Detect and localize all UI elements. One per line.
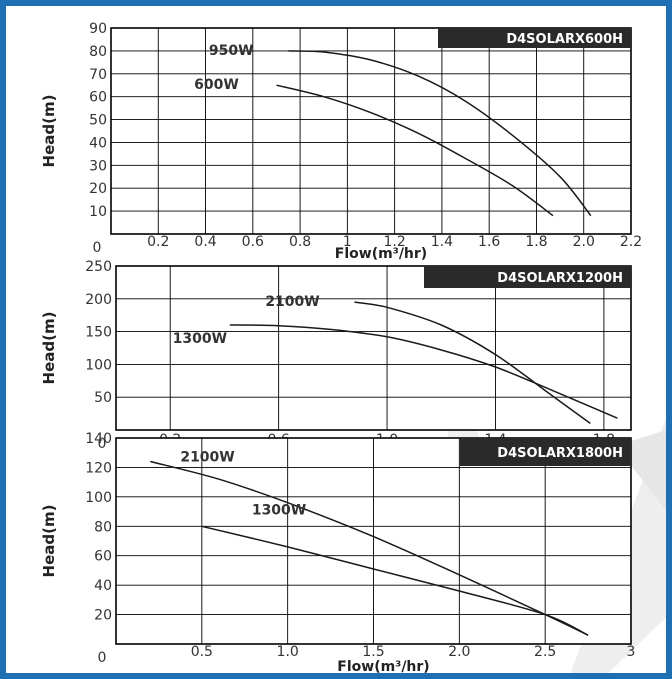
model-name: D4SOLARX1200H (497, 271, 623, 286)
x-tick-label: 2.0 (573, 234, 595, 250)
model-badge (424, 266, 631, 288)
y-tick-label: 100 (85, 357, 112, 373)
x-tick-label: 1.6 (478, 234, 500, 250)
y-axis-label: Head(m) (40, 505, 58, 578)
y-tick-label: 200 (85, 292, 112, 308)
series-line (354, 301, 591, 425)
series-label: 950W (209, 43, 254, 59)
series-line (201, 525, 589, 636)
y-tick-label: 60 (94, 549, 112, 565)
series-label: 2100W (180, 450, 234, 466)
x-tick-label: 0.2 (147, 234, 169, 250)
series-label: 1300W (252, 502, 306, 518)
y-tick-label: 90 (89, 21, 107, 37)
origin-label: 0 (98, 436, 107, 452)
plot-area (115, 265, 632, 431)
series-line (288, 50, 592, 217)
y-tick-label: 100 (85, 490, 112, 506)
x-tick-label: 1.2 (384, 234, 406, 250)
x-tick-label: 2.5 (534, 644, 556, 660)
origin-label: 0 (93, 240, 102, 256)
origin-label: 0 (98, 650, 107, 666)
y-tick-label: 40 (89, 135, 107, 151)
x-tick-label: 0.4 (194, 234, 216, 250)
y-tick-label: 50 (89, 113, 107, 129)
y-tick-label: 60 (89, 90, 107, 106)
y-axis-label: Head(m) (40, 312, 58, 385)
y-tick-label: 80 (89, 44, 107, 60)
y-tick-label: 30 (89, 158, 107, 174)
y-tick-label: 70 (89, 67, 107, 83)
x-tick-label: 1.8 (525, 234, 547, 250)
x-tick-label: 3 (627, 644, 636, 660)
x-axis-label: Flow(m³/hr) (337, 659, 429, 675)
series-label: 600W (194, 77, 239, 93)
model-badge (460, 438, 631, 466)
x-tick-label: 2.0 (448, 644, 470, 660)
x-tick-label: 0.6 (242, 234, 264, 250)
y-tick-label: 20 (94, 608, 112, 624)
y-tick-label: 40 (94, 578, 112, 594)
model-badge (438, 28, 631, 48)
y-tick-label: 140 (85, 431, 112, 447)
y-tick-label: 120 (85, 460, 112, 476)
y-tick-label: 250 (85, 259, 112, 275)
model-name: D4SOLARX600H (506, 32, 623, 47)
series-line (276, 84, 554, 217)
y-tick-label: 20 (89, 181, 107, 197)
pump-curve-chart-600h: 10 20 30 40 50 60 70 80 90 0 0.2 0.4 0.6 0.8 1 1.2 1.4 1.… (40, 21, 642, 262)
x-tick-label: 1.5 (362, 644, 384, 660)
series-line (229, 324, 618, 419)
x-axis-label: Flow(m³/hr) (335, 246, 427, 262)
series-label: 1300W (173, 331, 227, 347)
x-tick-label: 0.5 (191, 644, 213, 660)
plot-area (110, 27, 632, 235)
model-name: D4SOLARX1800H (497, 446, 623, 461)
y-tick-label: 10 (89, 204, 107, 220)
y-tick-label: 50 (94, 390, 112, 406)
x-tick-label: 1 (343, 234, 352, 250)
series-label: 2100W (265, 294, 319, 310)
x-tick-label: 0.8 (289, 234, 311, 250)
x-tick-label: 1.0 (277, 644, 299, 660)
y-axis-label: Head(m) (40, 95, 58, 168)
x-tick-label: 1.4 (431, 234, 453, 250)
y-tick-label: 80 (94, 519, 112, 535)
x-tick-label: 2.2 (620, 234, 642, 250)
y-tick-label: 150 (85, 325, 112, 341)
